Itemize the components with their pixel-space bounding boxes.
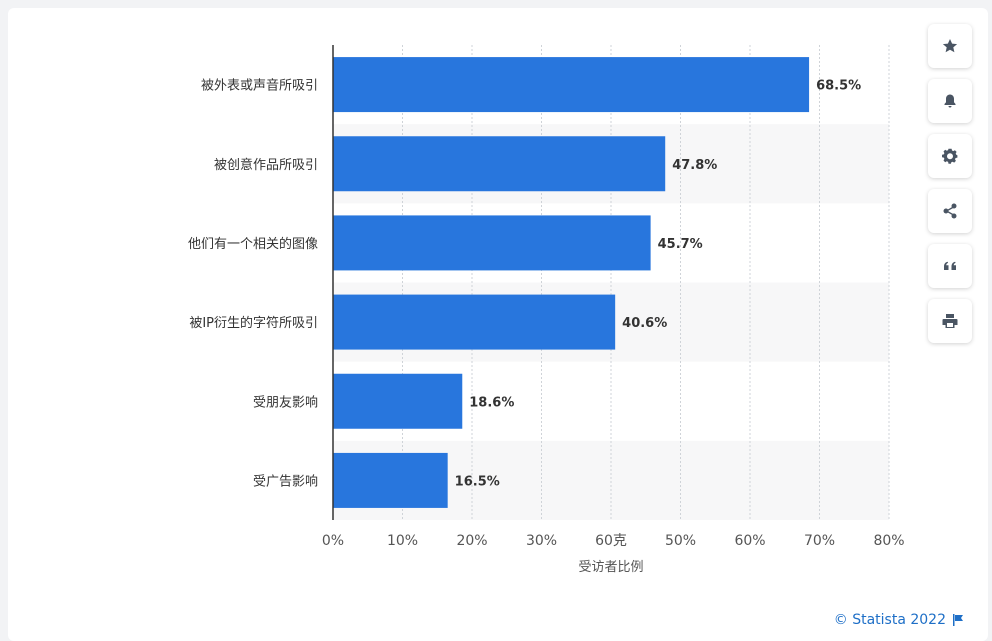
category-label: 被IP衍生的字符所吸引 (189, 315, 318, 331)
star-icon (942, 39, 958, 53)
x-tick-label: 70% (804, 533, 835, 549)
category-label: 他们有一个相关的图像 (188, 236, 318, 252)
bar[interactable] (333, 294, 616, 350)
credit-text[interactable]: © Statista 2022 (833, 612, 946, 628)
category-label: 被外表或声音所吸引 (201, 78, 318, 94)
x-tick-label: 80% (873, 533, 904, 549)
value-label: 18.6% (469, 395, 514, 410)
category-label: 受广告影响 (253, 473, 318, 489)
x-axis-title: 受访者比例 (578, 560, 643, 575)
print-button[interactable] (928, 299, 972, 343)
x-tick-label: 60% (734, 533, 765, 549)
flag-icon[interactable] (952, 614, 964, 626)
settings-button[interactable] (928, 134, 972, 178)
bar[interactable] (333, 373, 463, 429)
bar[interactable] (333, 452, 448, 508)
value-label: 47.8% (672, 158, 717, 173)
category-label: 受朋友影响 (253, 394, 318, 410)
share-button[interactable] (928, 189, 972, 233)
value-label: 45.7% (658, 237, 703, 252)
bar[interactable] (333, 57, 810, 113)
notification-button[interactable] (928, 79, 972, 123)
category-label: 被创意作品所吸引 (214, 157, 318, 173)
gear-icon (942, 148, 958, 164)
value-label: 40.6% (622, 316, 667, 331)
x-tick-label: 50% (665, 533, 696, 549)
x-tick-label: 0% (322, 533, 344, 549)
statista-credit[interactable]: © Statista 2022 (834, 612, 964, 628)
share-icon (943, 203, 957, 219)
favorite-button[interactable] (928, 24, 972, 68)
value-label: 68.5% (816, 79, 861, 94)
x-tick-label: 60克 (595, 533, 627, 549)
bar[interactable] (333, 136, 666, 192)
x-tick-label: 10% (387, 533, 418, 549)
bar[interactable] (333, 215, 651, 271)
value-label: 16.5% (455, 474, 500, 489)
cite-button[interactable] (928, 244, 972, 288)
printer-icon (942, 314, 958, 328)
x-tick-label: 20% (456, 533, 487, 549)
bell-icon (944, 94, 956, 108)
quote-icon (944, 261, 956, 270)
x-tick-label: 30% (526, 533, 557, 549)
